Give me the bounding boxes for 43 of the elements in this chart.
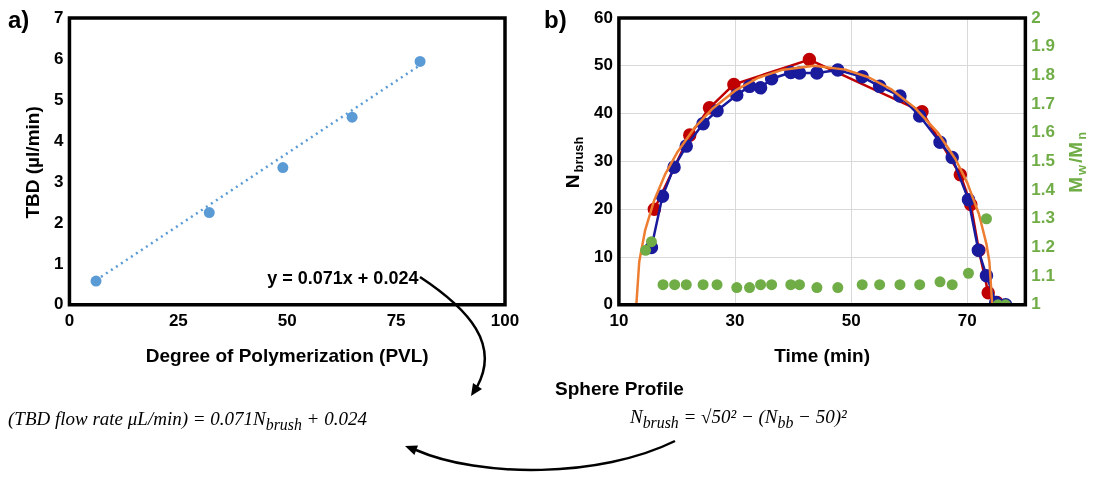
x-tick-label: 70	[957, 310, 977, 330]
y2-axis-title: Mw/Mn	[1065, 131, 1090, 193]
y-tick-label: 20	[593, 198, 613, 218]
y2-tick-label: 2	[1031, 7, 1041, 27]
y2-tick-label: 1.7	[1031, 93, 1056, 113]
text: (TBD flow rate μL/min) = 0.071N$_{brush}$ + 0.024	[8, 408, 367, 434]
y2-tick-label: 1.8	[1031, 65, 1056, 85]
y-tick-label: 40	[593, 103, 613, 123]
y2-tick-label: 1	[1031, 294, 1041, 314]
x-tick-label: 50	[277, 310, 297, 330]
chart-title: b)	[544, 6, 567, 34]
y-tick-label: 30	[593, 151, 613, 171]
x-axis-title: Degree of Polymerization (PVL)	[145, 344, 429, 366]
y-tick-label: 6	[53, 48, 64, 68]
y-tick-label: 5	[53, 89, 64, 109]
text: N$_{brush}$ = √50² − (N$_{bb}$ − 50)²	[630, 406, 847, 432]
x-tick-label: 30	[725, 310, 745, 330]
y2-tick-label: 1.9	[1031, 36, 1056, 56]
x-axis-title: Time (min)	[774, 344, 870, 366]
y2-tick-label: 1.6	[1031, 122, 1056, 142]
y-tick-label: 2	[53, 212, 64, 232]
y-tick-label: 4	[53, 130, 64, 150]
y2-tick-label: 1.1	[1031, 265, 1056, 285]
y-tick-label: 60	[593, 7, 613, 27]
y2-tick-label: 1.4	[1031, 179, 1056, 199]
x-tick-label: 100	[490, 310, 520, 330]
y2-tick-label: 1.3	[1031, 208, 1056, 228]
x-tick-label: 50	[841, 310, 861, 330]
y2-tick-label: 1.5	[1031, 151, 1056, 171]
y-axis-title: TBD (µl/min)	[22, 106, 44, 219]
y-tick-label: 0	[53, 294, 64, 314]
chart-title: a)	[8, 6, 30, 34]
y-axis-title: Nbrush	[562, 136, 587, 189]
y-tick-label: 7	[53, 7, 64, 27]
text: Sphere Profile	[555, 378, 684, 400]
y-tick-label: 50	[593, 55, 613, 75]
y-tick-label: 3	[53, 171, 64, 191]
y-tick-label: 10	[593, 246, 613, 266]
x-tick-label: 25	[168, 310, 188, 330]
annotation: y = 0.071x + 0.024	[267, 267, 419, 288]
x-tick-label: 75	[386, 310, 406, 330]
y-tick-label: 1	[53, 253, 64, 273]
y2-tick-label: 1.2	[1031, 237, 1056, 257]
